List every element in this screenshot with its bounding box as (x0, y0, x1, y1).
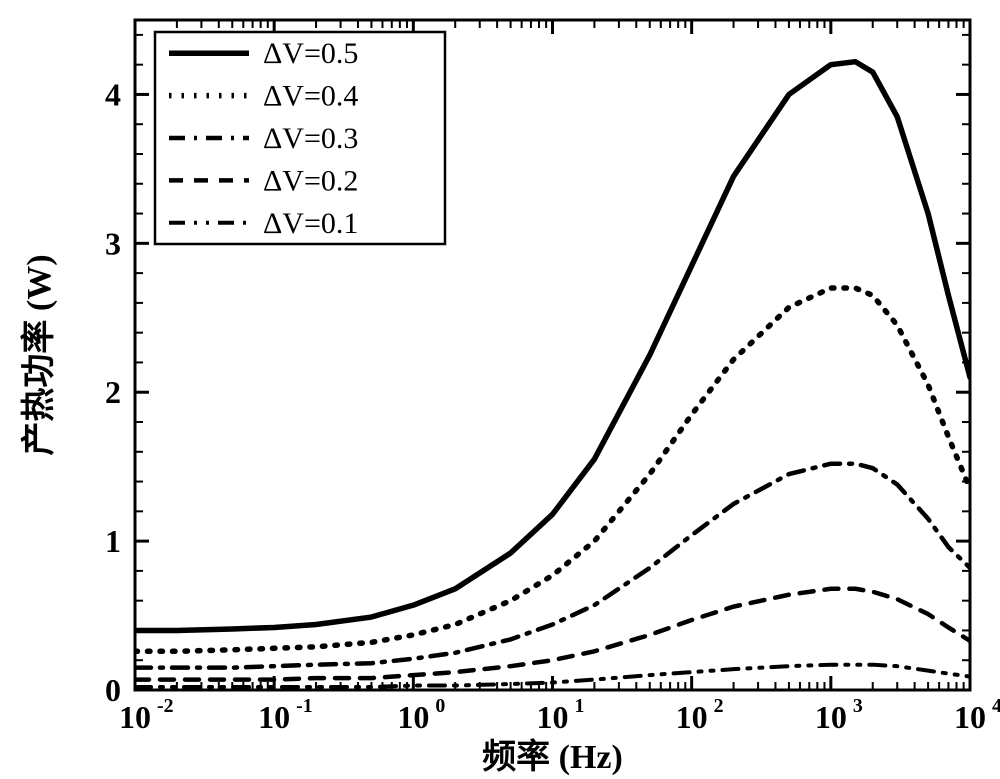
chart-container: 10-210-110010110210310401234频率 (Hz)产热功率 … (0, 0, 1000, 779)
svg-text:10: 10 (954, 699, 986, 735)
legend-label: ΔV=0.2 (263, 164, 358, 197)
svg-text:10: 10 (258, 699, 290, 735)
legend-label: ΔV=0.4 (263, 80, 358, 113)
svg-text:4: 4 (992, 695, 1000, 717)
svg-text:2: 2 (105, 374, 121, 410)
svg-text:1: 1 (105, 523, 121, 559)
svg-text:2: 2 (714, 695, 724, 717)
legend-label: ΔV=0.1 (263, 207, 358, 240)
svg-text:10: 10 (119, 699, 151, 735)
svg-text:10: 10 (397, 699, 429, 735)
svg-text:0: 0 (105, 672, 121, 708)
legend-label: ΔV=0.3 (263, 122, 358, 155)
svg-text:3: 3 (853, 695, 863, 717)
svg-text:-2: -2 (157, 695, 174, 717)
x-axis-label: 频率 (Hz) (482, 738, 623, 776)
svg-text:4: 4 (105, 76, 121, 112)
svg-text:10: 10 (676, 699, 708, 735)
chart-svg: 10-210-110010110210310401234频率 (Hz)产热功率 … (0, 0, 1000, 779)
svg-text:3: 3 (105, 225, 121, 261)
svg-text:10: 10 (537, 699, 569, 735)
svg-text:-1: -1 (296, 695, 313, 717)
svg-text:10: 10 (815, 699, 847, 735)
svg-text:0: 0 (435, 695, 445, 717)
y-axis-label: 产热功率 (W) (20, 254, 58, 455)
svg-text:1: 1 (575, 695, 585, 717)
legend-label: ΔV=0.5 (263, 37, 358, 70)
